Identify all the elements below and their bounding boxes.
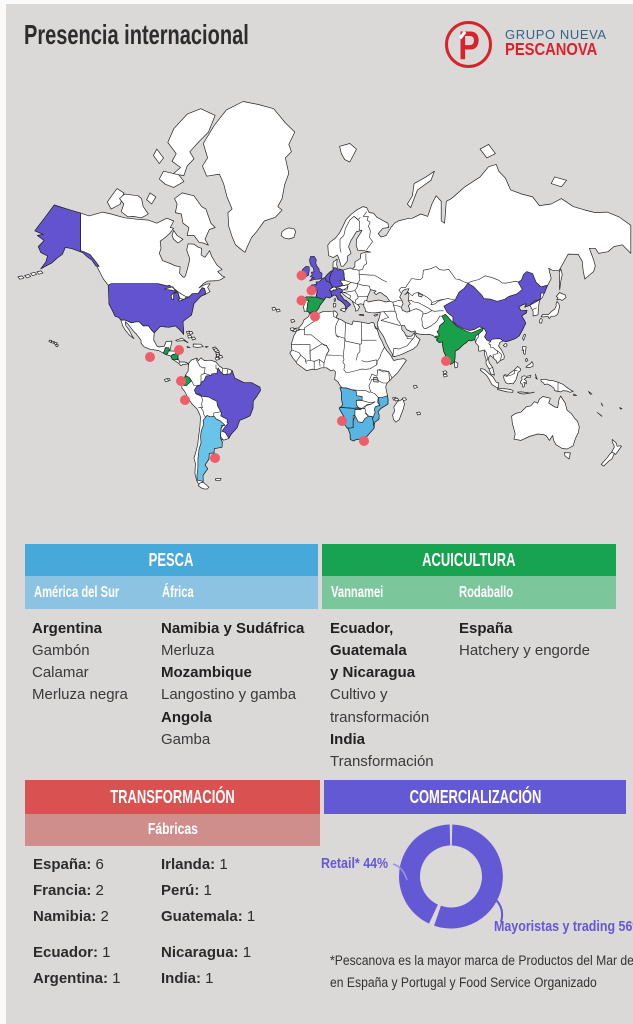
svg-text:P: P bbox=[458, 23, 479, 68]
svg-text:GRUPO NUEVA: GRUPO NUEVA bbox=[505, 27, 607, 42]
svg-text:PESCANOVA: PESCANOVA bbox=[505, 40, 597, 60]
